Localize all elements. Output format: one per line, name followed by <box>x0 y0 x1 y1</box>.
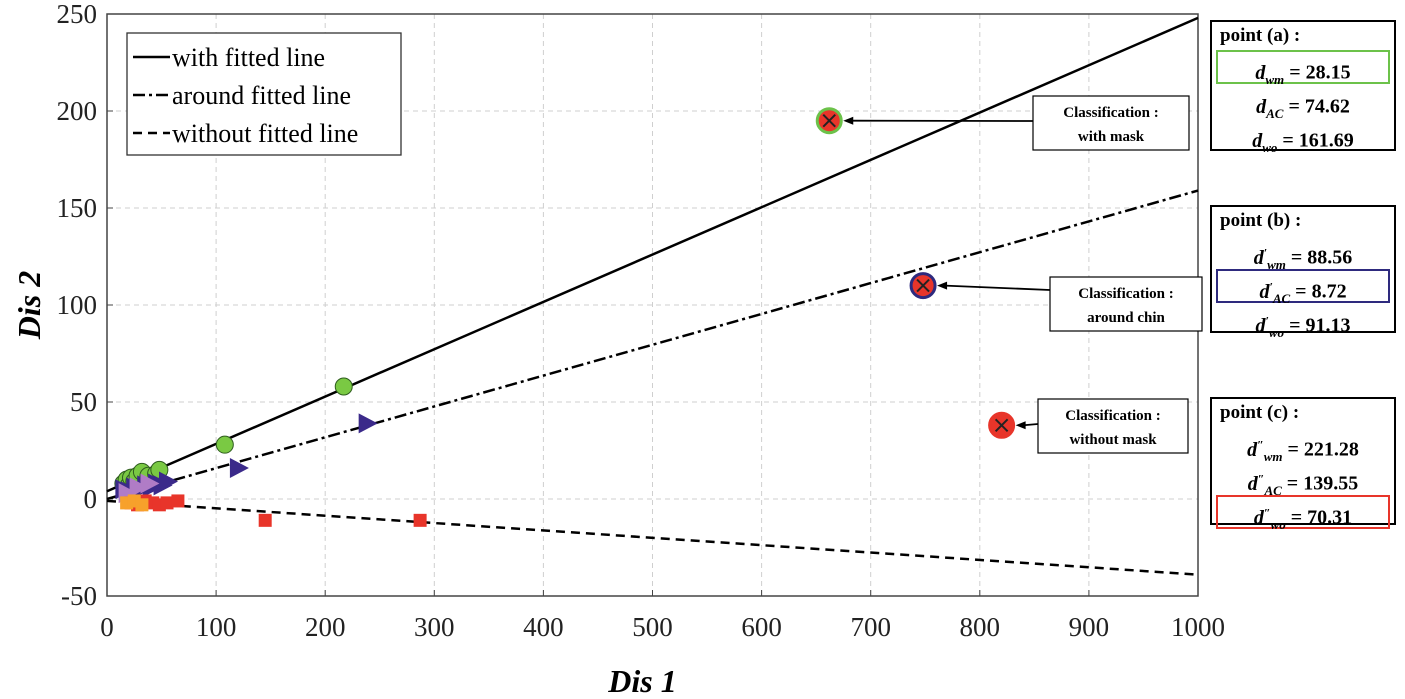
without-mask-point <box>413 513 427 527</box>
test-point-a-cross <box>822 113 836 128</box>
x-tick-label: 600 <box>741 612 782 642</box>
point-b-title: point (b) : <box>1220 210 1302 231</box>
y-tick-label: 50 <box>70 387 97 417</box>
legend-label: with fitted line <box>172 43 325 72</box>
fitted-line-3 <box>106 499 1199 576</box>
point-b-row-wo: d′wo = 91.13 <box>1255 313 1351 340</box>
classification-text-a: Classification : <box>1063 105 1158 121</box>
classification-text-a: with mask <box>1078 129 1145 145</box>
around-chin-point <box>229 457 249 478</box>
classification-text-b: around chin <box>1087 310 1165 326</box>
y-tick-label: 200 <box>57 96 98 126</box>
classification-arrow-b <box>945 284 1051 291</box>
classification-box-c <box>1037 398 1189 454</box>
x-tick-label: 1000 <box>1171 612 1225 642</box>
point-b-value-ac: 8.72 <box>1311 280 1347 303</box>
point-c-distance-box: point (c) : d″wm = 221.28 d″AC = 139.55 … <box>1210 397 1396 532</box>
y-tick-label: -50 <box>61 581 97 611</box>
y-tick-label: 250 <box>57 0 98 29</box>
x-tick-label: 100 <box>196 612 237 642</box>
point-c-row-wm: d″wm = 221.28 <box>1247 437 1359 464</box>
around-chin-point <box>159 471 179 492</box>
point-c-value-wm: 221.28 <box>1303 438 1359 461</box>
legend-label: without fitted line <box>172 119 358 148</box>
x-tick-label: 500 <box>632 612 673 642</box>
around-chin-light--point <box>140 473 160 494</box>
around-chin-light--point <box>129 477 149 498</box>
point-c-value-ac: 139.55 <box>1303 472 1359 495</box>
y-tick-label: 150 <box>57 193 98 223</box>
point-b-row-wm: d′wm = 88.56 <box>1253 245 1353 272</box>
point-a-row-wo: dwo = 161.69 <box>1252 129 1354 155</box>
with-mask-point <box>334 377 353 396</box>
point-b-value-wo: 91.13 <box>1305 314 1351 337</box>
x-tick-label: 200 <box>305 612 346 642</box>
without-mask-point <box>171 494 185 508</box>
point-b-row-ac: d′AC = 8.72 <box>1216 269 1390 306</box>
fitted-line-1 <box>106 16 1199 493</box>
y-tick-label: 0 <box>84 484 98 514</box>
x-tick-label: 700 <box>850 612 891 642</box>
point-a-value-wo: 161.69 <box>1298 129 1354 152</box>
x-tick-label: 800 <box>960 612 1001 642</box>
point-c-value-wo: 70.31 <box>1307 506 1353 529</box>
classification-box-b <box>1049 276 1203 332</box>
classification-arrow-c <box>1023 423 1039 427</box>
point-a-value-ac: 74.62 <box>1304 95 1350 118</box>
classification-arrowhead-b <box>937 281 948 290</box>
without-mask-point <box>160 496 174 510</box>
point-b-value-wm: 88.56 <box>1307 246 1353 269</box>
x-tick-label: 400 <box>523 612 564 642</box>
x-tick-label: 0 <box>100 612 114 642</box>
test-point-b-cross <box>916 278 930 293</box>
point-c-row-wo: d″wo = 70.31 <box>1216 495 1390 532</box>
point-b-distance-box: point (b) : d′wm = 88.56 d′AC = 8.72 d′w… <box>1210 205 1396 340</box>
fitted-line-2 <box>106 189 1199 501</box>
point-c-title: point (c) : <box>1220 402 1300 423</box>
with-mask-point <box>215 435 234 454</box>
y-tick-label: 100 <box>57 290 98 320</box>
around-chin-point <box>358 413 378 434</box>
classification-text-b: Classification : <box>1078 286 1173 302</box>
point-c-row-ac: d″AC = 139.55 <box>1247 471 1359 498</box>
classification-box-a <box>1032 95 1190 151</box>
without-mask-orange--point <box>135 498 149 512</box>
classification-arrowhead-a <box>843 116 854 125</box>
x-axis-label: Dis 1 <box>607 663 676 699</box>
test-point-c-cross <box>994 418 1009 432</box>
classification-text-c: without mask <box>1069 432 1157 448</box>
legend: with fitted line around fitted line withou… <box>126 32 402 156</box>
without-mask-point <box>258 513 272 527</box>
x-tick-label: 300 <box>414 612 455 642</box>
legend-box <box>126 32 402 156</box>
point-a-row-ac: dAC = 74.62 <box>1256 95 1350 121</box>
classification-arrowhead-c <box>1015 421 1026 430</box>
classification-text-c: Classification : <box>1065 408 1160 424</box>
legend-label: around fitted line <box>172 81 351 110</box>
point-a-value-wm: 28.15 <box>1305 61 1351 84</box>
x-tick-label: 900 <box>1069 612 1110 642</box>
point-a-title: point (a) : <box>1220 25 1301 46</box>
point-a-distance-box: point (a) : dwm = 28.15 dAC = 74.62 dwo … <box>1210 20 1396 155</box>
y-axis-label: Dis 2 <box>11 271 47 340</box>
point-a-row-wm: dwm = 28.15 <box>1216 50 1390 87</box>
